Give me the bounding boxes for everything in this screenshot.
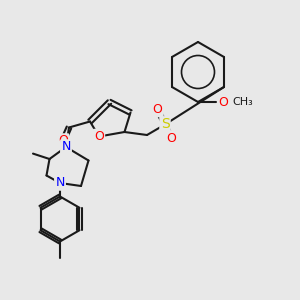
Text: S: S: [160, 118, 169, 131]
Text: N: N: [61, 140, 71, 154]
Text: O: O: [94, 130, 104, 143]
Text: O: O: [153, 103, 162, 116]
Text: O: O: [58, 134, 68, 148]
Text: O: O: [219, 95, 228, 109]
Text: O: O: [166, 131, 176, 145]
Text: CH₃: CH₃: [232, 97, 253, 107]
Text: N: N: [55, 176, 65, 190]
